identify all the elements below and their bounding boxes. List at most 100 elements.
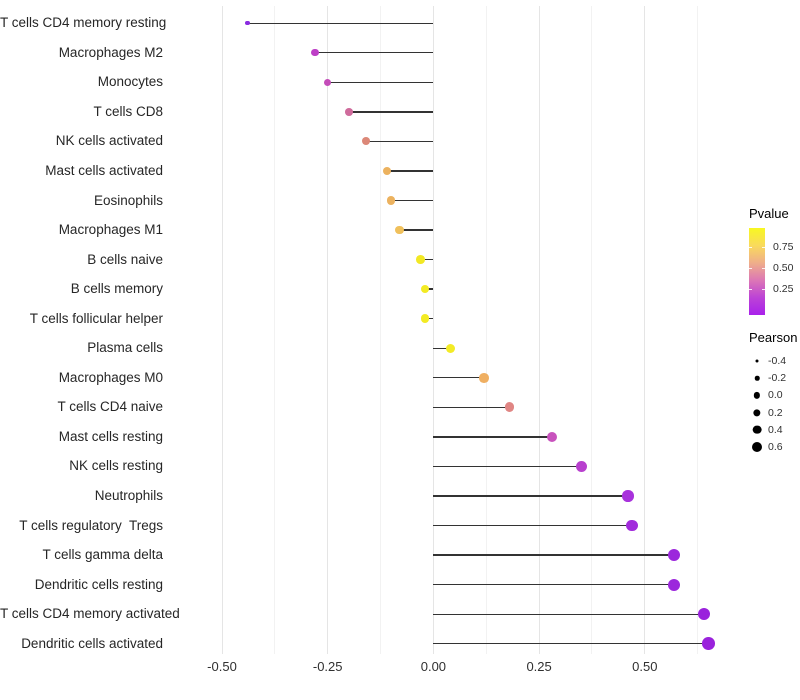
gridline-minor xyxy=(274,6,276,654)
lollipop-dot xyxy=(668,578,681,591)
category-label: Eosinophils xyxy=(93,192,163,208)
lollipop-dot xyxy=(420,314,430,324)
lollipop-stem xyxy=(247,22,434,24)
lollipop-dot xyxy=(387,196,396,205)
lollipop-stem xyxy=(399,229,434,231)
category-label: T cells CD8 xyxy=(93,103,163,119)
lollipop-dot xyxy=(311,49,319,57)
x-tick-label: 0.00 xyxy=(420,659,447,674)
category-label: T cells regulatory Tregs xyxy=(19,517,163,533)
category-label: Plasma cells xyxy=(87,340,163,356)
pearson-legend-dot xyxy=(752,425,762,435)
lollipop-stem xyxy=(433,347,451,349)
category-label: T cells CD4 memory resting xyxy=(0,15,167,31)
pearson-legend-dot xyxy=(753,408,761,417)
lollipop-stem xyxy=(327,81,434,83)
lollipop-dot xyxy=(344,108,353,116)
lollipop-stem xyxy=(424,318,434,320)
lollipop-stem xyxy=(433,554,675,556)
pvalue-tick-mark xyxy=(749,268,752,269)
category-label: Macrophages M2 xyxy=(58,44,163,60)
gridline-major xyxy=(538,6,540,654)
lollipop-dot xyxy=(395,225,404,235)
pvalue-tick-mark xyxy=(762,247,765,248)
lollipop-stem xyxy=(433,643,709,645)
pvalue-tick-label: 0.75 xyxy=(773,241,794,253)
category-label: Dendritic cells activated xyxy=(21,635,163,651)
lollipop-dot xyxy=(626,519,638,532)
pvalue-tick-mark xyxy=(749,289,752,290)
lollipop-dot xyxy=(697,607,711,621)
pvalue-color-legend: Pvalue 0.75 0.50 0.25 xyxy=(747,206,800,326)
lollipop-dot xyxy=(622,490,634,502)
gridline-major xyxy=(221,6,223,654)
x-tick-label: -0.25 xyxy=(312,659,343,674)
lollipop-dot xyxy=(382,166,391,175)
lollipop-dot xyxy=(245,20,250,26)
pearson-legend-label: 0.6 xyxy=(768,441,783,453)
gridline-major xyxy=(644,6,646,654)
category-label: T cells follicular helper xyxy=(29,310,163,326)
gridline-minor xyxy=(485,6,487,654)
lollipop-stem xyxy=(433,583,675,586)
lollipop-dot xyxy=(701,637,715,651)
pvalue-tick-label: 0.50 xyxy=(773,262,794,274)
x-tick-label: 0.25 xyxy=(526,659,552,674)
x-tick-label: 0.50 xyxy=(632,659,658,674)
lollipop-dot xyxy=(416,255,425,264)
gridline-minor xyxy=(697,6,699,654)
lollipop-stem xyxy=(420,258,434,261)
lollipop-stem xyxy=(433,495,628,497)
category-label: NK cells activated xyxy=(55,133,163,149)
x-tick-label: -0.50 xyxy=(207,659,237,674)
gridline-major xyxy=(432,6,434,654)
category-label: NK cells resting xyxy=(69,458,163,474)
lollipop-dot xyxy=(546,431,558,443)
category-label: Mast cells resting xyxy=(58,428,163,444)
lollipop-stem xyxy=(365,140,434,143)
category-label: T cells CD4 naive xyxy=(57,399,163,415)
pearson-legend-label: 0.4 xyxy=(768,423,783,436)
category-label: Macrophages M1 xyxy=(58,222,163,238)
category-label: Dendritic cells resting xyxy=(34,576,163,592)
category-label: Monocytes xyxy=(97,74,163,90)
pearson-size-legend: Pearson -0.4 -0.2 0.0 0.2 0.4 0.6 xyxy=(747,330,800,460)
pearson-legend-title: Pearson xyxy=(749,330,798,345)
lollipop-stem xyxy=(391,199,434,202)
pearson-legend-dot xyxy=(754,375,760,381)
category-label: Macrophages M0 xyxy=(58,369,163,385)
gridline-minor xyxy=(380,6,382,654)
lollipop-stem xyxy=(348,111,434,113)
pearson-legend-label: 0.0 xyxy=(768,389,783,402)
lollipop-stem xyxy=(386,170,434,172)
category-label: T cells gamma delta xyxy=(42,547,163,563)
category-label: T cells CD4 memory activated xyxy=(0,606,180,622)
lollipop-stem xyxy=(433,465,582,468)
lollipop-stem xyxy=(433,377,485,379)
lollipop-stem xyxy=(315,52,434,54)
pvalue-tick-mark xyxy=(762,289,765,290)
pvalue-tick-label: 0.25 xyxy=(773,283,794,295)
lollipop-dot xyxy=(420,284,430,294)
pvalue-gradient-bar xyxy=(749,228,765,315)
lollipop-stem xyxy=(433,613,704,615)
pearson-legend-dot xyxy=(753,392,761,399)
pvalue-tick-mark xyxy=(749,247,752,248)
lollipop-dot xyxy=(668,549,681,562)
pearson-legend-label: -0.2 xyxy=(768,372,787,385)
lollipop-dot xyxy=(575,461,587,472)
category-label: Neutrophils xyxy=(94,488,163,503)
category-label: B cells naive xyxy=(87,251,163,267)
gridline-minor xyxy=(591,6,593,654)
category-label: B cells memory xyxy=(70,281,163,297)
pearson-legend-dot xyxy=(755,359,759,363)
pearson-legend-label: 0.2 xyxy=(768,406,783,419)
lollipop-dot xyxy=(479,373,489,383)
pvalue-tick-mark xyxy=(762,268,765,269)
lollipop-stem xyxy=(424,288,434,290)
lollipop-stem xyxy=(433,436,552,438)
lollipop-dot xyxy=(504,402,515,413)
category-label: Mast cells activated xyxy=(45,162,163,178)
lollipop-dot xyxy=(361,137,370,146)
